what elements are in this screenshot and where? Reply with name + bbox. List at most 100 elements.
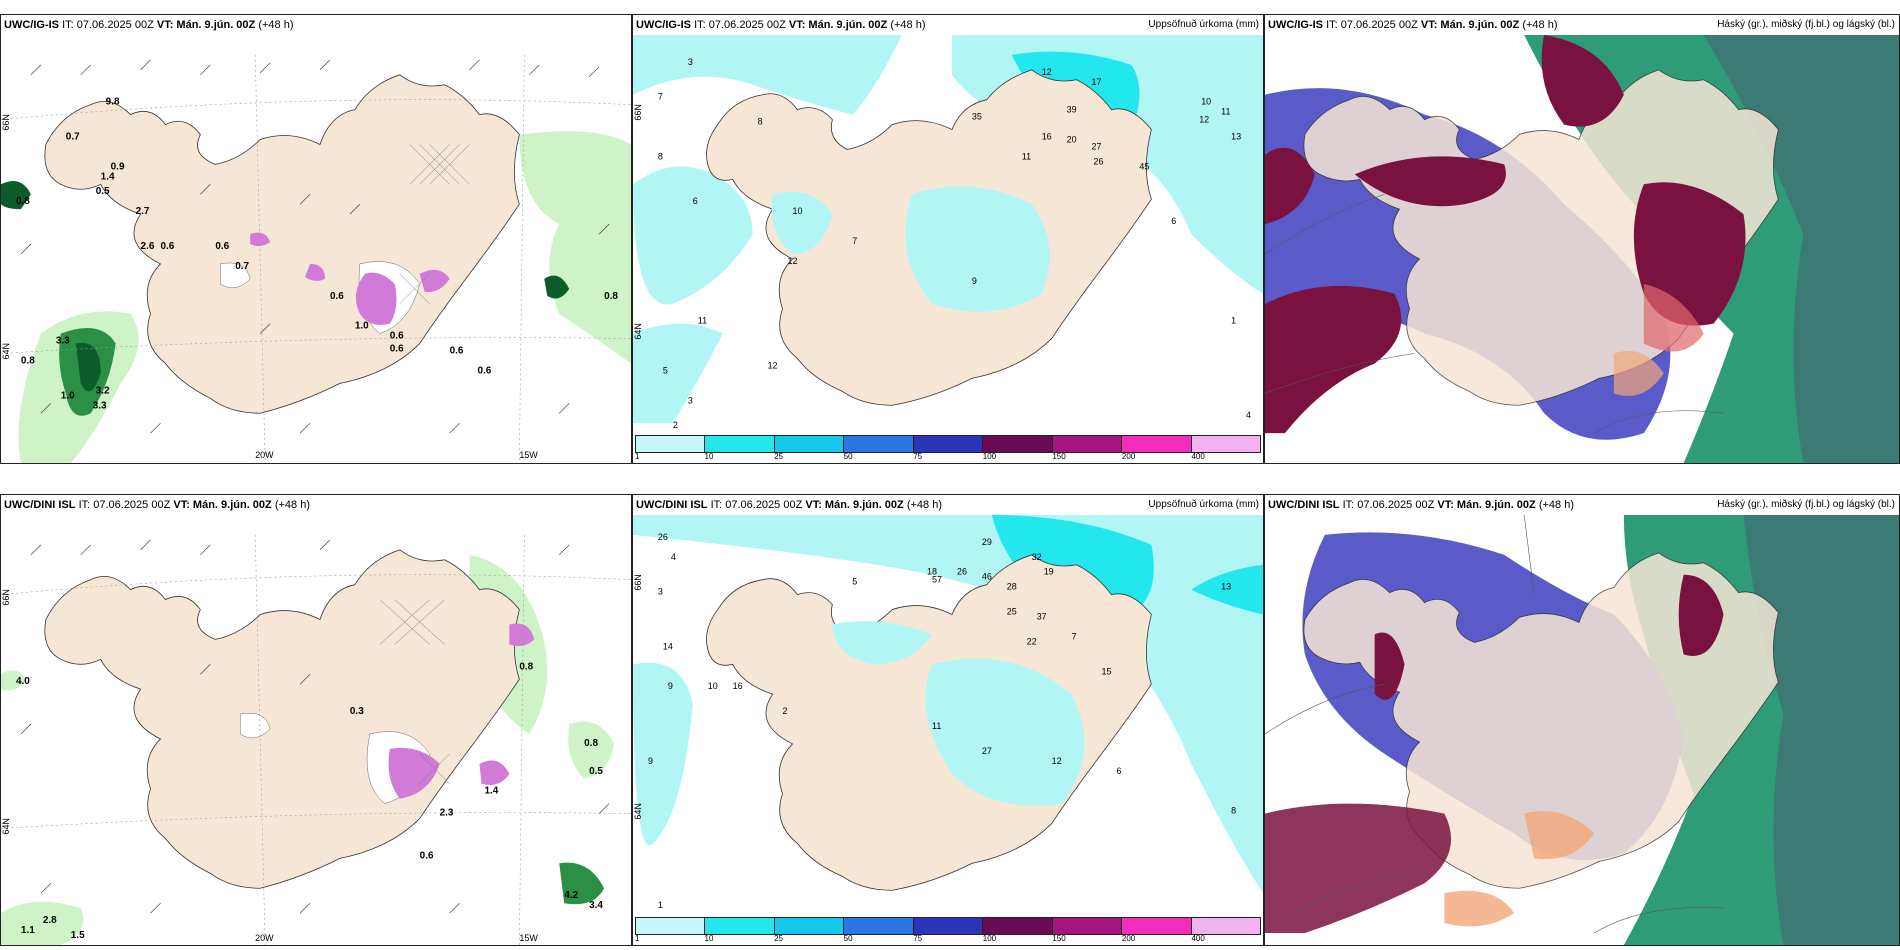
legend-tick-label: 150	[1052, 452, 1066, 461]
panel-header: UWC/DINI ISL IT: 07.06.2025 00Z VT: Mán.…	[633, 495, 1263, 515]
map-ig-is-wind[interactable]: 9.8 0.7 1.4 0.9 0.5 2.7 2.6 0.6 0.6 0.7 …	[1, 35, 631, 463]
lat-label: 66N	[633, 104, 643, 120]
panel-ig-is-clouds: UWC/IG-IS IT: 07.06.2025 00Z VT: Mán. 9.…	[1264, 14, 1900, 464]
value-label: 57	[932, 575, 942, 585]
value-label: 0.8	[604, 291, 618, 302]
value-label: 2.8	[43, 915, 57, 926]
value-label: 8	[658, 151, 663, 161]
legend-ticks: 1 10 25 50 75 100 150 200 400	[635, 452, 1261, 462]
value-label: 7	[658, 92, 663, 102]
map-ig-is-clouds[interactable]	[1265, 35, 1899, 463]
value-label: 1.0	[61, 390, 75, 401]
map-dini-wind[interactable]: 4.0 0.8 0.5 0.3 0.8 1.4 1.1 2.8 1.5 0.6 …	[1, 515, 631, 945]
value-label: 5	[852, 577, 857, 587]
legend-swatch	[1191, 436, 1260, 452]
panel-header: UWC/DINI ISL IT: 07.06.2025 00Z VT: Mán.…	[1, 495, 631, 515]
value-label: 12	[1052, 756, 1062, 766]
value-label: 28	[1007, 582, 1017, 592]
value-label: 0.9	[111, 161, 125, 172]
value-label: 3.3	[56, 336, 70, 347]
value-label: 3	[688, 395, 693, 405]
value-label: 10	[708, 681, 718, 691]
value-label: 10	[1201, 97, 1211, 107]
panel-header: UWC/IG-IS IT: 07.06.2025 00Z VT: Mán. 9.…	[1265, 15, 1899, 35]
value-label: 26	[957, 567, 967, 577]
panel-ig-is-wind-precip: UWC/IG-IS IT: 07.06.2025 00Z VT: Mán. 9.…	[0, 14, 632, 464]
value-label: 6	[1171, 216, 1176, 226]
value-label: 0.5	[96, 186, 110, 197]
legend-swatch	[636, 918, 706, 934]
value-label: 13	[1221, 582, 1231, 592]
value-label: 1.5	[71, 930, 85, 941]
value-label: 0.6	[160, 241, 174, 252]
value-label: 3.3	[93, 400, 107, 411]
legend-swatch	[1191, 918, 1260, 934]
value-label: 9	[668, 681, 673, 691]
value-label: 7	[852, 236, 857, 246]
legend-tick-label: 1	[635, 934, 640, 943]
value-label: 29	[982, 537, 992, 547]
value-label: 8	[1231, 806, 1236, 816]
value-label: 11	[932, 721, 941, 731]
legend-ticks: 1 10 25 50 75 100 150 200 400	[635, 934, 1261, 944]
lat-label: 64N	[1, 343, 11, 359]
panel-subtitle: Uppsöfnuð úrkoma (mm)	[1148, 19, 1259, 30]
legend-swatch	[1052, 918, 1123, 934]
value-label: 25	[1007, 607, 1017, 617]
value-label: 26	[1094, 156, 1104, 166]
value-label: 4.2	[564, 890, 578, 901]
value-label: 0.7	[235, 261, 249, 272]
lon-label: 15W	[519, 933, 538, 943]
legend-tick-label: 100	[982, 934, 997, 943]
legend-swatch	[636, 436, 706, 452]
value-label: 1	[1231, 316, 1236, 326]
lat-label: 64N	[633, 803, 643, 819]
legend-swatch	[983, 436, 1053, 452]
legend-tick-label: 50	[843, 452, 853, 461]
panel-subtitle: Uppsöfnuð úrkoma (mm)	[1148, 499, 1259, 510]
legend-tick-label: 50	[843, 934, 853, 943]
value-label: 4	[671, 552, 676, 562]
panel-subtitle: Háský (gr.), miðský (fj.bl.) og lágský (…	[1717, 499, 1895, 510]
panel-header: UWC/DINI ISL IT: 07.06.2025 00Z VT: Mán.…	[1265, 495, 1899, 515]
legend-tick-label: 75	[913, 452, 923, 461]
value-label: 35	[972, 112, 982, 122]
legend-swatch	[913, 918, 984, 934]
legend-tick-label: 200	[1121, 934, 1136, 943]
lon-label: 20W	[255, 450, 274, 460]
value-label: 12	[788, 256, 798, 266]
lon-label: 20W	[255, 933, 274, 943]
value-label: 0.6	[420, 850, 434, 861]
legend-swatch	[913, 436, 984, 452]
precip-legend: 1 10 25 50 75 100 150 200 400	[635, 917, 1261, 943]
value-label: 46	[982, 572, 992, 582]
map-dini-precip[interactable]: 26 4 3 14 9 10 16 18 29 32 19 13 26 57 4…	[633, 515, 1263, 945]
value-label: 22	[1027, 636, 1037, 646]
legend-swatch	[844, 436, 914, 452]
value-label: 0.7	[66, 132, 80, 143]
value-label: 26	[658, 532, 668, 542]
value-label: 27	[982, 746, 992, 756]
value-label: 0.6	[477, 365, 491, 376]
map-ig-is-precip[interactable]: 3 7 8 12 17 39 16 20 27 26 45 10 11 12 1…	[633, 35, 1263, 463]
value-label: 0.8	[519, 661, 533, 672]
map-dini-clouds[interactable]	[1265, 515, 1899, 945]
value-label: 1.1	[21, 925, 35, 936]
legend-tick-label: 400	[1191, 452, 1205, 461]
value-label: 12	[1042, 67, 1052, 77]
value-label: 17	[1092, 77, 1102, 87]
legend-tick-label: 150	[1052, 934, 1066, 943]
value-label: 11	[1022, 151, 1031, 161]
value-label: 3	[688, 57, 693, 67]
value-label: 0.6	[330, 291, 344, 302]
legend-colorbar	[635, 917, 1261, 935]
value-label: 39	[1067, 105, 1077, 115]
value-label: 12	[768, 360, 778, 370]
value-label: 2	[673, 420, 678, 430]
value-label: 3.4	[589, 900, 603, 911]
value-label: 16	[1042, 132, 1052, 142]
legend-tick-label: 100	[982, 452, 997, 461]
value-label: 11	[698, 316, 707, 326]
lat-label: 66N	[633, 574, 643, 590]
legend-tick-label: 10	[704, 452, 714, 461]
